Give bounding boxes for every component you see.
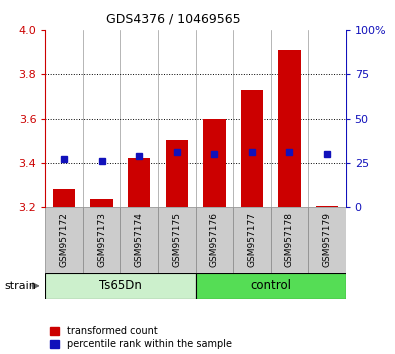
- Bar: [233, 207, 271, 273]
- Bar: [196, 207, 233, 273]
- Text: GSM957177: GSM957177: [247, 212, 256, 267]
- Text: control: control: [250, 279, 291, 292]
- Text: GSM957175: GSM957175: [172, 212, 181, 267]
- Bar: [278, 50, 301, 207]
- Bar: [120, 207, 158, 273]
- Text: GSM957176: GSM957176: [210, 212, 219, 267]
- Text: GSM957174: GSM957174: [135, 212, 144, 267]
- Text: GSM957178: GSM957178: [285, 212, 294, 267]
- Text: GSM957179: GSM957179: [322, 212, 331, 267]
- Bar: [128, 158, 150, 207]
- Bar: [83, 207, 120, 273]
- Bar: [308, 207, 346, 273]
- Bar: [196, 273, 346, 299]
- Bar: [166, 139, 188, 207]
- Text: strain: strain: [4, 281, 36, 291]
- Bar: [271, 207, 308, 273]
- Text: GDS4376 / 10469565: GDS4376 / 10469565: [107, 12, 241, 25]
- Legend: transformed count, percentile rank within the sample: transformed count, percentile rank withi…: [50, 326, 232, 349]
- Bar: [203, 119, 226, 207]
- Bar: [158, 207, 196, 273]
- Bar: [45, 273, 196, 299]
- Bar: [241, 90, 263, 207]
- Bar: [45, 207, 83, 273]
- Text: GSM957172: GSM957172: [60, 212, 69, 267]
- Text: Ts65Dn: Ts65Dn: [99, 279, 142, 292]
- Bar: [316, 206, 338, 207]
- Text: GSM957173: GSM957173: [97, 212, 106, 267]
- Bar: [90, 199, 113, 207]
- Bar: [53, 189, 75, 207]
